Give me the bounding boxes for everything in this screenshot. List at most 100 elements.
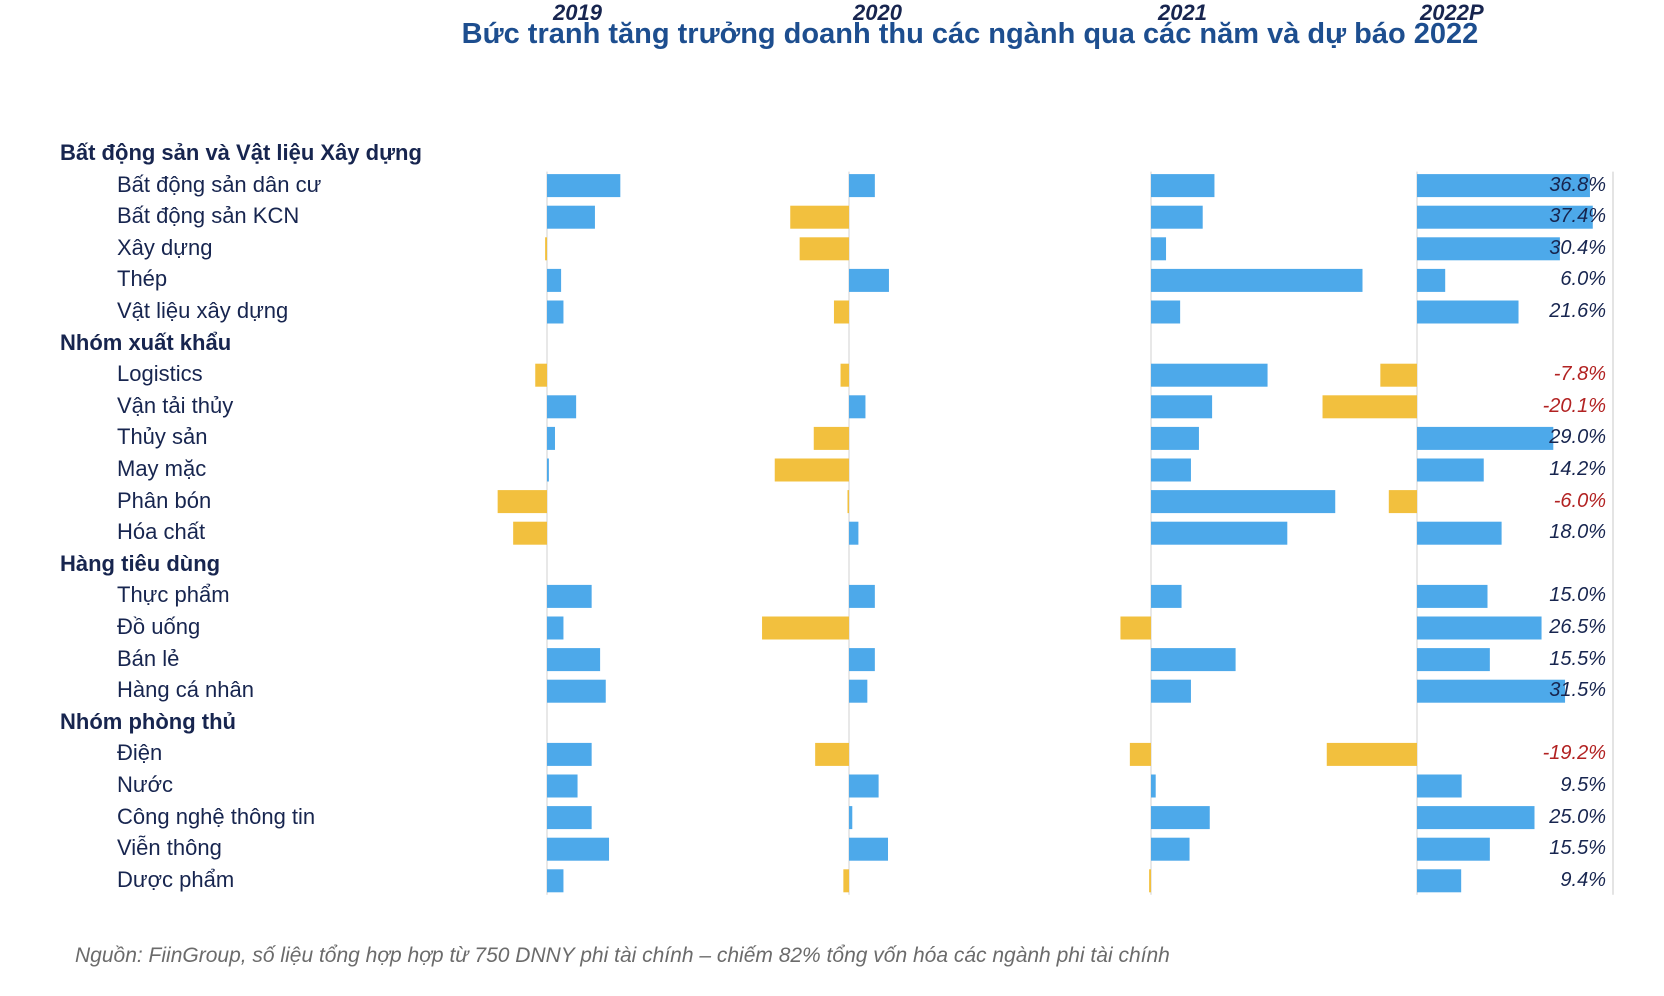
- bar-2021-16: [1151, 774, 1156, 798]
- bar-2021-8: [1151, 458, 1191, 482]
- category-label: Xây dựng: [117, 234, 213, 260]
- bar-2022P-14: [1417, 679, 1566, 703]
- category-label: Điện: [117, 740, 163, 766]
- bar-2020-2: [799, 237, 849, 261]
- bar-2021-18: [1151, 837, 1190, 861]
- bar-2020-16: [849, 774, 879, 798]
- category-label: Dược phẩm: [117, 866, 235, 892]
- year-header: 2021: [1158, 0, 1207, 25]
- bar-2022P-2: [1417, 237, 1560, 261]
- bar-2021-17: [1151, 806, 1210, 830]
- category-label: Bán lẻ: [117, 645, 180, 671]
- bar-2021-1: [1151, 205, 1203, 229]
- bar-2019-5: [535, 363, 547, 387]
- category-label: Hóa chất: [117, 519, 206, 545]
- bar-2022P-4: [1417, 300, 1519, 324]
- bar-2022P-17: [1417, 806, 1535, 830]
- bar-2019-13: [547, 648, 601, 672]
- bar-2020-0: [849, 174, 875, 198]
- category-label: May mặc: [117, 456, 207, 481]
- bar-2021-0: [1151, 174, 1215, 198]
- bar-2021-5: [1151, 363, 1268, 387]
- value-label: 36.8%: [1549, 173, 1606, 196]
- bar-2020-10: [849, 521, 859, 545]
- year-header: 2019: [553, 0, 602, 25]
- bar-2022P-0: [1417, 174, 1590, 198]
- bar-2022P-5: [1380, 363, 1417, 387]
- bar-2020-14: [849, 679, 868, 703]
- category-label: Viễn thông: [117, 835, 222, 861]
- bar-2022P-15: [1326, 742, 1417, 766]
- value-label: 29.0%: [1549, 426, 1606, 449]
- bar-2022P-12: [1417, 616, 1542, 640]
- bar-2021-6: [1151, 395, 1213, 419]
- group-header: Bất động sản và Vật liệu Xây dựng: [60, 140, 422, 165]
- value-label: 18.0%: [1549, 521, 1606, 544]
- value-label: 14.2%: [1549, 458, 1606, 480]
- bar-2019-0: [547, 174, 621, 198]
- value-label: 15.5%: [1549, 647, 1606, 670]
- value-label: 15.0%: [1549, 584, 1606, 607]
- bar-2019-6: [547, 395, 577, 419]
- category-label: Thép: [117, 266, 168, 292]
- bar-2019-7: [547, 426, 555, 450]
- source-note: Nguồn: FiinGroup, số liệu tổng hợp hợp t…: [75, 944, 1170, 967]
- category-label: Công nghệ thông tin: [117, 803, 316, 829]
- bar-2022P-8: [1417, 458, 1484, 482]
- bar-2019-18: [547, 837, 610, 861]
- value-label: 15.5%: [1549, 837, 1606, 860]
- value-label: -20.1%: [1542, 394, 1606, 417]
- bar-2021-14: [1151, 679, 1191, 703]
- chart-title: Bức tranh tăng trưởng doanh thu các ngàn…: [461, 18, 1479, 50]
- bar-2019-10: [513, 521, 547, 545]
- bar-2020-9: [847, 490, 849, 514]
- bar-2020-7: [813, 426, 849, 450]
- bar-2021-3: [1151, 268, 1363, 292]
- category-label: Nước: [117, 772, 174, 797]
- category-label: Thực phẩm: [117, 582, 230, 608]
- bar-2022P-10: [1417, 521, 1502, 545]
- bar-2022P-13: [1417, 648, 1490, 672]
- bar-2020-3: [849, 268, 889, 292]
- value-label: -6.0%: [1553, 489, 1606, 512]
- category-label: Bất động sản dân cư: [117, 171, 322, 197]
- bar-2019-2: [545, 237, 547, 261]
- value-label: -7.8%: [1553, 363, 1606, 386]
- bar-2021-10: [1151, 521, 1288, 545]
- bar-2021-4: [1151, 300, 1181, 324]
- bar-2019-3: [547, 268, 562, 292]
- bar-2020-1: [790, 205, 849, 229]
- bar-2022P-6: [1322, 395, 1417, 419]
- bar-2022P-18: [1417, 837, 1490, 861]
- bar-2019-15: [547, 742, 592, 766]
- category-label: Phân bón: [117, 487, 212, 513]
- bar-2022P-1: [1417, 205, 1593, 229]
- bar-2019-11: [547, 584, 592, 608]
- bar-2021-13: [1151, 648, 1236, 672]
- bar-2021-9: [1151, 490, 1336, 514]
- year-header: 2022P: [1420, 0, 1484, 25]
- group-header: Hàng tiêu dùng: [60, 550, 221, 576]
- value-label: 6.0%: [1560, 268, 1606, 291]
- bar-2022P-3: [1417, 268, 1446, 292]
- bar-2020-12: [762, 616, 849, 640]
- value-label: 25.0%: [1549, 805, 1606, 828]
- category-label: Logistics: [117, 361, 203, 387]
- bar-2019-14: [547, 679, 606, 703]
- bar-2020-11: [849, 584, 875, 608]
- value-label: 26.5%: [1549, 616, 1606, 638]
- bar-2022P-11: [1417, 584, 1488, 608]
- bar-2020-13: [849, 648, 875, 672]
- category-label: Thủy sản: [117, 424, 208, 450]
- bar-2021-7: [1151, 426, 1199, 450]
- bar-2019-19: [547, 869, 564, 893]
- bar-2020-19: [843, 869, 849, 893]
- bar-2020-8: [774, 458, 849, 482]
- category-label: Bất động sản KCN: [117, 203, 300, 229]
- category-label: Vật liệu xây dựng: [117, 298, 289, 323]
- bar-2020-6: [849, 395, 866, 419]
- bar-2021-2: [1151, 237, 1167, 261]
- bar-2019-8: [547, 458, 549, 482]
- bar-2019-9: [497, 490, 547, 514]
- bar-2020-4: [833, 300, 849, 324]
